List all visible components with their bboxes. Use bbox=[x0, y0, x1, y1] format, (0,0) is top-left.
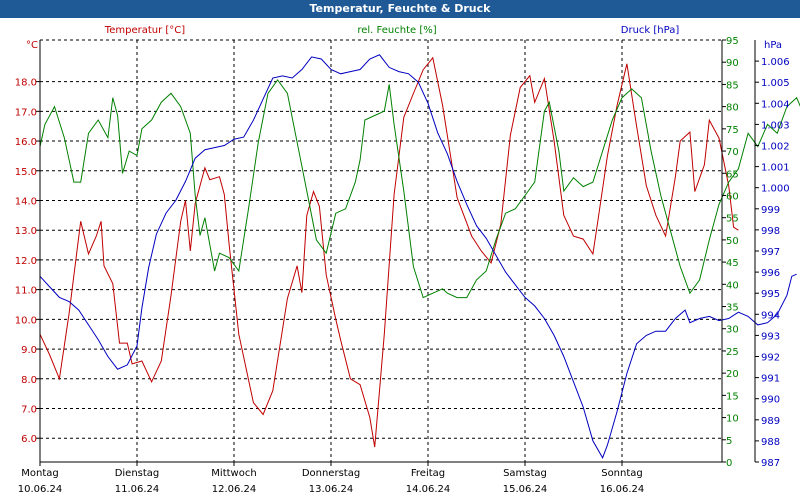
temperature-tick-label: 10.0 bbox=[15, 315, 37, 326]
humidity-tick-label: 40 bbox=[726, 280, 739, 291]
humidity-tick-label: 90 bbox=[726, 58, 739, 69]
pressure-tick-label: 996 bbox=[761, 268, 780, 279]
humidity-tick-label: 80 bbox=[726, 103, 739, 114]
pressure-tick-label: 1.004 bbox=[761, 99, 790, 110]
temperature-tick-label: 16.0 bbox=[15, 137, 37, 148]
chart-axes: °C 6.0 7.0 8.0 9.0 10.0 11.0 12.0 13.0 14.0 15.0 16… bbox=[15, 25, 790, 495]
pressure-tick-label: 1.001 bbox=[761, 163, 790, 174]
series-humidity-line bbox=[39, 79, 800, 299]
pressure-tick-label: 995 bbox=[761, 289, 780, 300]
humidity-tick-label: 15 bbox=[726, 391, 739, 402]
x-tick-weekday: Freitag bbox=[411, 468, 445, 479]
temperature-tick-label: 18.0 bbox=[15, 78, 37, 89]
pressure-tick-label: 1.000 bbox=[761, 184, 790, 195]
chart-series-group bbox=[39, 54, 800, 459]
pressure-tick-label: 1.002 bbox=[761, 142, 790, 153]
humidity-tick-label: 65 bbox=[726, 169, 739, 180]
series-temperature-line bbox=[39, 56, 739, 448]
x-tick-weekday: Dienstag bbox=[115, 468, 160, 479]
humidity-tick-label: 95 bbox=[726, 36, 739, 47]
humidity-tick-label: 85 bbox=[726, 80, 739, 91]
pressure-tick-label: 994 bbox=[761, 310, 780, 321]
humidity-tick-label: 50 bbox=[726, 236, 739, 247]
humidity-tick-label: 35 bbox=[726, 303, 739, 314]
humidity-tick-label: 25 bbox=[726, 347, 739, 358]
x-tick-date: 13.06.24 bbox=[309, 484, 354, 495]
pressure-tick-label: 989 bbox=[761, 416, 780, 427]
temperature-tick-label: 6.0 bbox=[21, 434, 37, 445]
temperature-tick-label: 13.0 bbox=[15, 226, 37, 237]
temperature-tick-label: 12.0 bbox=[15, 256, 37, 267]
x-tick-date: 16.06.24 bbox=[600, 484, 645, 495]
pressure-tick-label: 1.006 bbox=[761, 57, 790, 68]
pressure-tick-label: 987 bbox=[761, 458, 780, 469]
x-tick-weekday: Sonntag bbox=[601, 468, 643, 479]
humidity-tick-label: 75 bbox=[726, 125, 739, 136]
temperature-tick-label: 7.0 bbox=[21, 405, 37, 416]
pressure-tick-label: 990 bbox=[761, 395, 780, 406]
pressure-axis-title: Druck [hPa] bbox=[621, 25, 680, 36]
humidity-tick-label: 45 bbox=[726, 258, 739, 269]
temperature-tick-label: 17.0 bbox=[15, 107, 37, 118]
pressure-tick-label: 1.005 bbox=[761, 78, 790, 89]
series-pressure-line bbox=[39, 54, 797, 459]
pressure-unit-label: hPa bbox=[764, 40, 782, 51]
humidity-tick-label: 70 bbox=[726, 147, 739, 158]
x-tick-date: 12.06.24 bbox=[212, 484, 257, 495]
x-tick-date: 10.06.24 bbox=[18, 484, 63, 495]
temperature-tick-label: 11.0 bbox=[15, 286, 37, 297]
pressure-tick-label: 991 bbox=[761, 374, 780, 385]
humidity-tick-label: 20 bbox=[726, 369, 739, 380]
x-tick-weekday: Montag bbox=[21, 468, 58, 479]
x-tick-weekday: Donnerstag bbox=[302, 468, 360, 479]
temperature-tick-label: 15.0 bbox=[15, 167, 37, 178]
pressure-tick-label: 1.003 bbox=[761, 120, 790, 131]
humidity-tick-label: 55 bbox=[726, 214, 739, 225]
pressure-tick-label: 997 bbox=[761, 247, 780, 258]
temperature-tick-label: 8.0 bbox=[21, 375, 37, 386]
pressure-tick-label: 993 bbox=[761, 331, 780, 342]
x-tick-weekday: Mittwoch bbox=[211, 468, 256, 479]
pressure-tick-label: 992 bbox=[761, 353, 780, 364]
humidity-axis-title: rel. Feuchte [%] bbox=[357, 25, 436, 36]
pressure-tick-label: 998 bbox=[761, 226, 780, 237]
x-tick-date: 14.06.24 bbox=[406, 484, 451, 495]
window-title: Temperatur, Feuchte & Druck bbox=[0, 0, 800, 18]
temperature-axis-title: Temperatur [°C] bbox=[104, 25, 185, 36]
temperature-tick-label: 9.0 bbox=[21, 345, 37, 356]
temperature-unit-label: °C bbox=[26, 40, 38, 51]
temperature-tick-label: 14.0 bbox=[15, 196, 37, 207]
x-tick-date: 11.06.24 bbox=[115, 484, 160, 495]
humidity-tick-label: 10 bbox=[726, 414, 739, 425]
x-tick-date: 15.06.24 bbox=[503, 484, 548, 495]
pressure-tick-label: 988 bbox=[761, 437, 780, 448]
humidity-tick-label: 0 bbox=[726, 458, 732, 469]
pressure-tick-label: 999 bbox=[761, 205, 780, 216]
humidity-tick-label: 5 bbox=[726, 436, 732, 447]
x-tick-weekday: Samstag bbox=[503, 468, 547, 479]
humidity-tick-label: 30 bbox=[726, 325, 739, 336]
humidity-tick-label: 60 bbox=[726, 191, 739, 202]
